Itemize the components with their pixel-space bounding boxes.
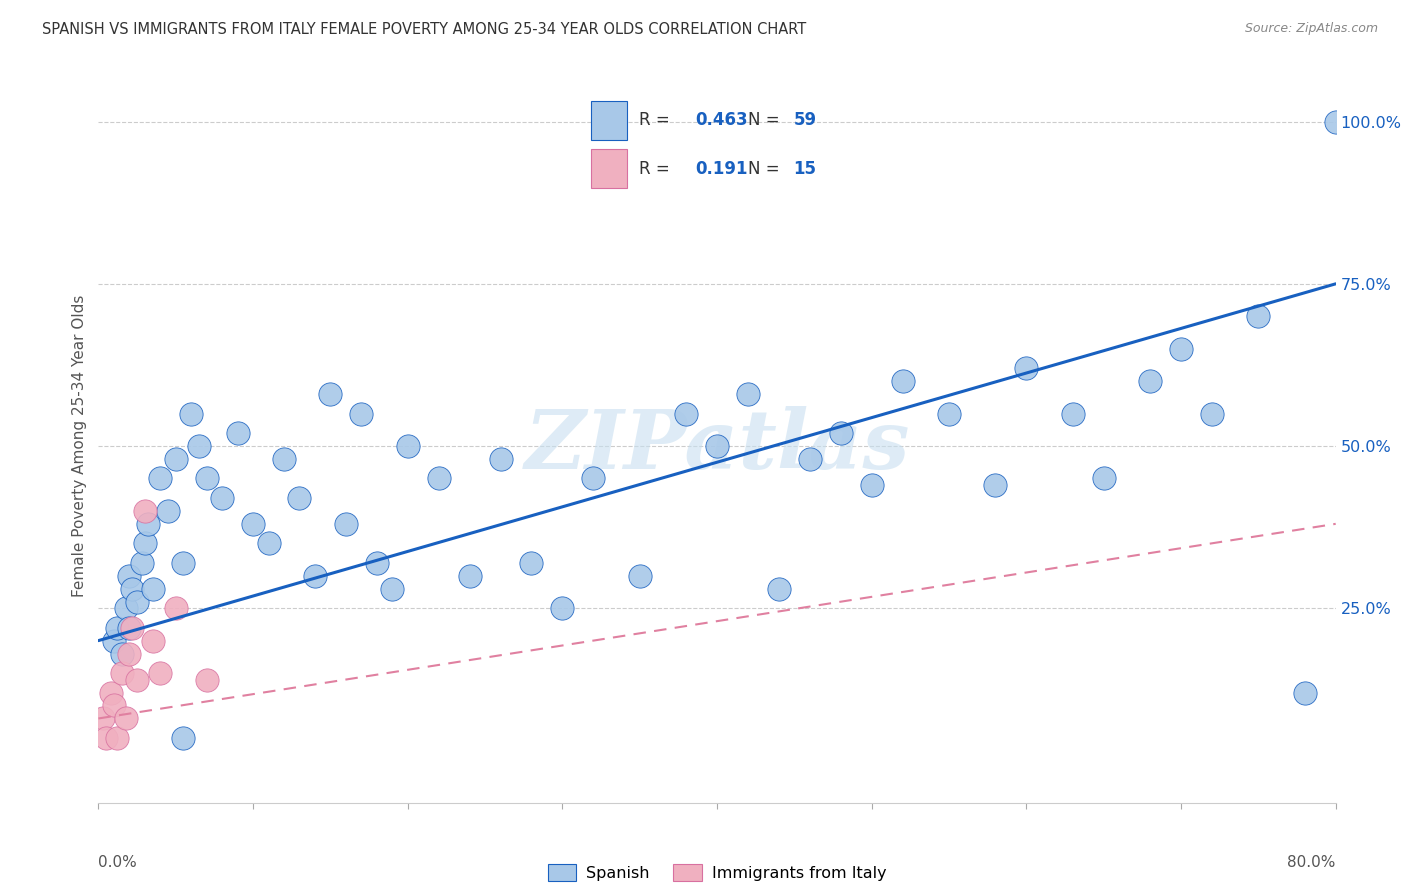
- Point: [628, 568, 651, 582]
- Point: [891, 374, 914, 388]
- Point: [141, 633, 165, 648]
- Point: [121, 621, 143, 635]
- Text: 59: 59: [793, 112, 817, 129]
- Point: [381, 582, 404, 596]
- Point: [111, 647, 132, 661]
- Legend: Spanish, Immigrants from Italy: Spanish, Immigrants from Italy: [541, 857, 893, 888]
- Point: [1170, 342, 1192, 356]
- Point: [1015, 361, 1038, 376]
- Point: [118, 621, 141, 635]
- Point: [195, 673, 218, 687]
- Point: [141, 582, 165, 596]
- Point: [319, 387, 342, 401]
- Point: [127, 595, 149, 609]
- Point: [1062, 407, 1084, 421]
- Point: [103, 633, 125, 648]
- Point: [134, 504, 156, 518]
- Text: Source: ZipAtlas.com: Source: ZipAtlas.com: [1244, 22, 1378, 36]
- Point: [1139, 374, 1161, 388]
- Point: [149, 471, 172, 485]
- Point: [366, 556, 388, 570]
- Text: ZIPatlas: ZIPatlas: [524, 406, 910, 486]
- Point: [131, 556, 153, 570]
- Y-axis label: Female Poverty Among 25-34 Year Olds: Female Poverty Among 25-34 Year Olds: [72, 295, 87, 597]
- Text: 0.191: 0.191: [695, 160, 748, 178]
- Point: [1201, 407, 1223, 421]
- Point: [582, 471, 605, 485]
- Point: [273, 452, 295, 467]
- Point: [103, 698, 125, 713]
- Point: [1092, 471, 1115, 485]
- Point: [304, 568, 326, 582]
- Point: [91, 711, 114, 725]
- Point: [211, 491, 233, 505]
- Point: [136, 516, 159, 531]
- Point: [860, 478, 883, 492]
- Point: [195, 471, 218, 485]
- Point: [1294, 685, 1316, 699]
- Point: [127, 673, 149, 687]
- Point: [984, 478, 1007, 492]
- Point: [121, 582, 143, 596]
- Text: 80.0%: 80.0%: [1288, 855, 1336, 870]
- Point: [396, 439, 419, 453]
- Point: [172, 731, 194, 745]
- Point: [165, 452, 187, 467]
- Text: SPANISH VS IMMIGRANTS FROM ITALY FEMALE POVERTY AMONG 25-34 YEAR OLDS CORRELATIO: SPANISH VS IMMIGRANTS FROM ITALY FEMALE …: [42, 22, 807, 37]
- Point: [100, 685, 122, 699]
- Point: [675, 407, 697, 421]
- Point: [799, 452, 821, 467]
- Point: [242, 516, 264, 531]
- Point: [335, 516, 357, 531]
- Point: [350, 407, 373, 421]
- Point: [257, 536, 280, 550]
- Point: [768, 582, 790, 596]
- Point: [115, 711, 138, 725]
- Point: [520, 556, 543, 570]
- Point: [96, 731, 118, 745]
- Text: N =: N =: [748, 112, 779, 129]
- Text: R =: R =: [640, 112, 669, 129]
- Point: [489, 452, 512, 467]
- Point: [180, 407, 202, 421]
- Text: 15: 15: [793, 160, 817, 178]
- Point: [938, 407, 960, 421]
- Text: R =: R =: [640, 160, 669, 178]
- Point: [226, 425, 249, 440]
- Point: [105, 731, 128, 745]
- Point: [458, 568, 481, 582]
- Point: [188, 439, 211, 453]
- Point: [134, 536, 156, 550]
- Point: [157, 504, 180, 518]
- Point: [1247, 310, 1270, 324]
- FancyBboxPatch shape: [591, 149, 627, 188]
- Point: [551, 601, 574, 615]
- Text: N =: N =: [748, 160, 779, 178]
- Point: [288, 491, 311, 505]
- Point: [706, 439, 728, 453]
- Point: [830, 425, 852, 440]
- Point: [115, 601, 138, 615]
- Point: [172, 556, 194, 570]
- Text: 0.463: 0.463: [695, 112, 748, 129]
- Point: [118, 568, 141, 582]
- Point: [118, 647, 141, 661]
- Point: [737, 387, 759, 401]
- Text: 0.0%: 0.0%: [98, 855, 138, 870]
- Point: [105, 621, 128, 635]
- Point: [1324, 114, 1347, 128]
- FancyBboxPatch shape: [591, 101, 627, 140]
- Point: [111, 666, 132, 681]
- Point: [427, 471, 450, 485]
- Point: [149, 666, 172, 681]
- Point: [165, 601, 187, 615]
